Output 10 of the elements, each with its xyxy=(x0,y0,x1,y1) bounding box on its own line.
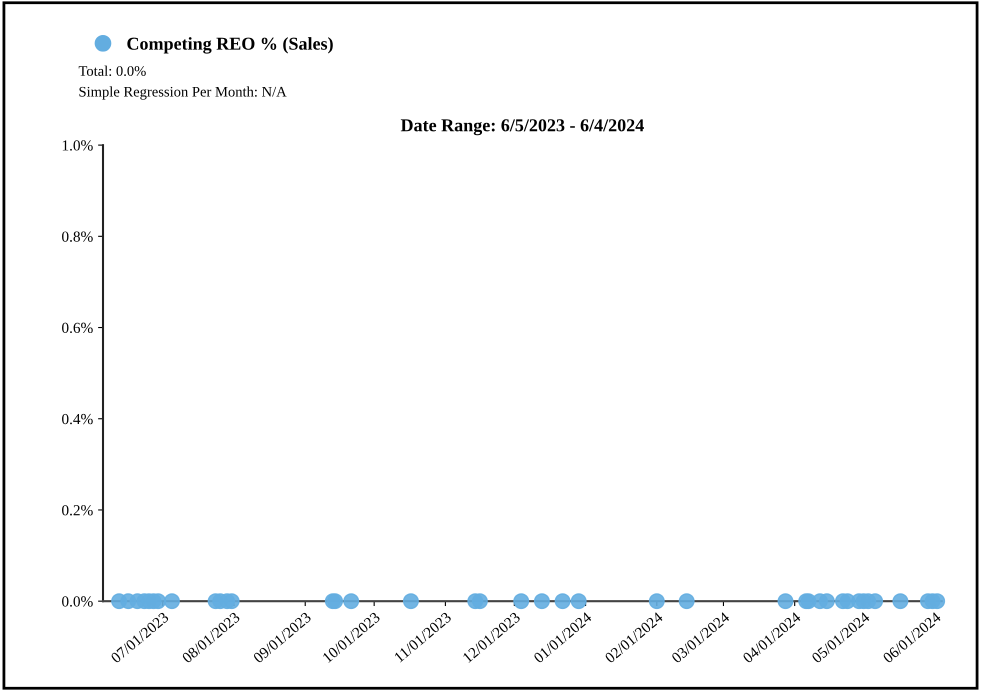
y-tick-label: 0.8% xyxy=(62,231,93,242)
y-tick-label: 1.0% xyxy=(62,140,93,151)
chart-title: Date Range: 6/5/2023 - 6/4/2024 xyxy=(400,119,644,136)
y-tick-label: 0.2% xyxy=(62,505,93,516)
text: Total: 0.0% xyxy=(78,66,146,76)
text: Simple Regression Per Month: N/A xyxy=(79,86,287,100)
y-tick-label: 0.6% xyxy=(62,322,93,334)
y-tick-label: 0.4% xyxy=(62,414,93,424)
legend-label: Competing REO % (Sales) xyxy=(127,37,333,54)
y-tick-label: 0.0% xyxy=(62,596,93,607)
